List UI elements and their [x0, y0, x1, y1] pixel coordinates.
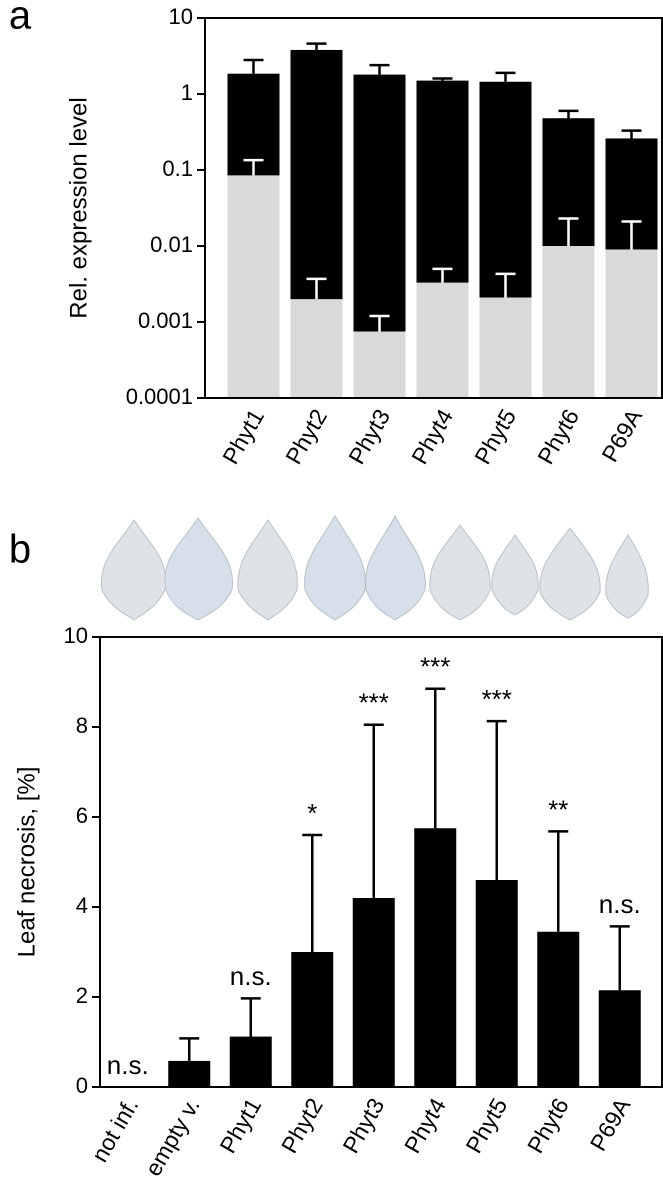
x-tick-label: Phyt6 — [522, 1094, 574, 1158]
leaf — [539, 527, 601, 621]
bar — [353, 331, 406, 398]
error-bar — [495, 71, 516, 82]
error-bar — [432, 267, 453, 283]
bar — [605, 249, 658, 398]
x-tick-label: Phyt2 — [280, 405, 332, 469]
bar — [475, 880, 518, 1087]
bar — [227, 175, 280, 398]
x-tick-label: Phyt3 — [343, 405, 395, 469]
bar — [352, 898, 395, 1087]
error-bar — [302, 833, 323, 952]
leaf — [100, 519, 167, 621]
x-tick-label: Phyt1 — [214, 1094, 266, 1158]
x-tick-label: Phyt5 — [460, 1094, 512, 1158]
y-tick-label: 6 — [76, 803, 88, 828]
error-bar — [369, 314, 390, 332]
error-bar — [486, 719, 507, 880]
x-tick-label: empty v. — [140, 1094, 205, 1181]
x-tick-label: Phyt4 — [406, 404, 458, 468]
bar — [542, 246, 595, 398]
y-tick-label: 8 — [76, 713, 88, 738]
y-tick-label: 0.01 — [150, 232, 193, 257]
significance-label: *** — [482, 684, 512, 714]
error-bar — [306, 277, 327, 300]
significance-label: n.s. — [230, 961, 272, 991]
bar — [291, 952, 334, 1087]
significance-label: *** — [359, 688, 389, 718]
error-bar — [243, 58, 264, 74]
leaf — [164, 517, 234, 621]
leaf — [491, 534, 539, 616]
x-tick-label: Phyt2 — [276, 1094, 328, 1158]
x-tick-label: P69A — [585, 1093, 636, 1155]
bar — [414, 828, 457, 1087]
significance-label: *** — [420, 652, 450, 682]
y-tick-label: 0 — [76, 1073, 88, 1098]
leaf — [364, 514, 426, 621]
significance-label: n.s. — [599, 889, 641, 919]
leaf — [304, 515, 366, 621]
bar — [168, 1060, 211, 1087]
bar — [416, 282, 469, 398]
leaf-photos — [100, 514, 649, 621]
error-bar — [306, 42, 327, 50]
y-axis-title: Rel. expression level — [65, 97, 92, 318]
panel-label: b — [9, 528, 31, 572]
error-bar — [432, 77, 453, 81]
bar — [537, 931, 580, 1087]
x-tick-label: Phyt4 — [399, 1093, 451, 1157]
error-bar — [548, 830, 569, 932]
bar — [290, 299, 343, 398]
error-bar — [425, 687, 446, 829]
y-tick-label: 4 — [76, 893, 88, 918]
panel-label: a — [9, 0, 32, 38]
x-tick-label: not inf. — [86, 1094, 143, 1167]
error-bar — [240, 997, 261, 1037]
y-tick-label: 1 — [181, 80, 193, 105]
axis-frame — [99, 636, 663, 1088]
x-tick-label: P69A — [596, 404, 647, 466]
significance-label: * — [307, 798, 317, 828]
y-tick-label: 0.0001 — [126, 384, 193, 409]
bar — [479, 297, 532, 398]
error-bar — [243, 158, 264, 176]
x-tick-label: Phyt1 — [217, 405, 269, 469]
bar — [598, 990, 641, 1087]
y-tick-label: 10 — [169, 4, 193, 29]
error-bar — [369, 63, 390, 75]
error-bar — [621, 129, 642, 139]
leaf — [237, 519, 298, 621]
error-bar — [558, 217, 579, 246]
y-axis-title: Leaf necrosis, [%] — [13, 767, 40, 958]
y-tick-label: 2 — [76, 983, 88, 1008]
x-tick-label: Phyt6 — [532, 405, 584, 469]
y-tick-label: 0.001 — [138, 308, 193, 333]
error-bar — [179, 1037, 200, 1061]
axis-frame — [204, 17, 663, 399]
y-tick-label: 0.1 — [162, 156, 193, 181]
error-bar — [609, 925, 630, 991]
leaf — [605, 534, 649, 619]
bar — [229, 1036, 272, 1087]
x-tick-label: Phyt5 — [469, 405, 521, 469]
error-bar — [495, 272, 516, 298]
leaf — [429, 524, 491, 621]
significance-label: ** — [548, 794, 568, 824]
error-bar — [621, 220, 642, 250]
x-tick-label: Phyt3 — [337, 1094, 389, 1158]
error-bar — [558, 109, 579, 119]
error-bar — [363, 723, 384, 898]
significance-label: n.s. — [107, 1050, 149, 1080]
y-tick-label: 10 — [64, 623, 88, 648]
